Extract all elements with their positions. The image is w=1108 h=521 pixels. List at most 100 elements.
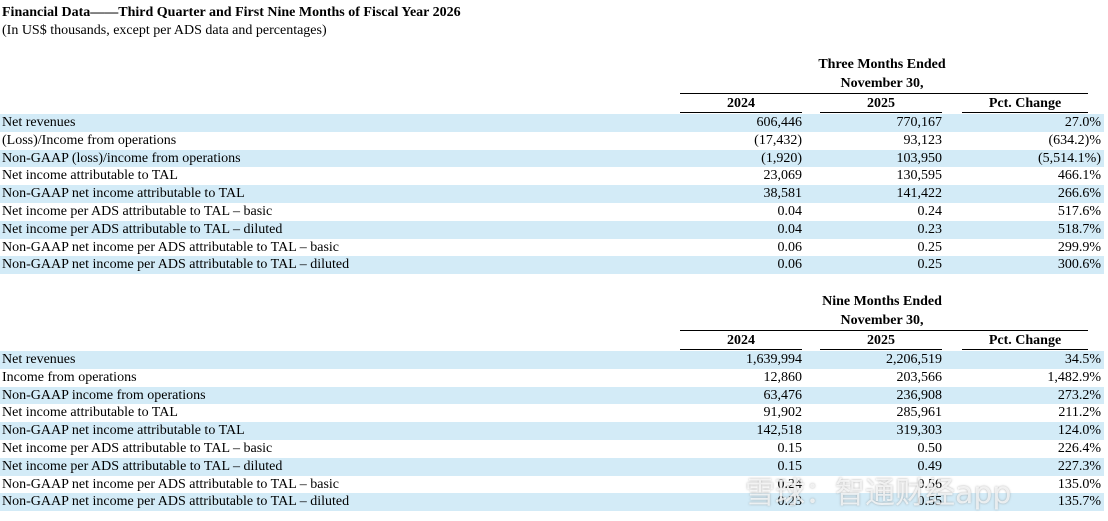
cell-value: 226.4% xyxy=(1057,441,1101,456)
column-rule xyxy=(820,112,942,113)
cell-value: 1,639,994 xyxy=(746,352,802,367)
cell-value: 0.04 xyxy=(777,221,803,237)
cell-value: 1,482.9% xyxy=(1047,369,1101,385)
cell-value: 93,123 xyxy=(903,132,943,148)
column-rule xyxy=(680,349,802,350)
table-row xyxy=(0,256,1104,275)
row-label: Non-GAAP net income per ADS attributable… xyxy=(2,494,350,510)
row-label: Non-GAAP income from operations xyxy=(2,387,206,403)
cell-value: 606,446 xyxy=(756,115,803,130)
cell-value: 135.0% xyxy=(1057,476,1101,492)
column-rule xyxy=(820,349,942,350)
table-row xyxy=(0,422,1104,440)
column-header: 2025 xyxy=(867,333,895,348)
period-heading: Nine Months Ended xyxy=(822,294,942,309)
cell-value: 266.6% xyxy=(1057,186,1101,202)
cell-value: 2,206,519 xyxy=(886,352,942,367)
cell-value: 38,581 xyxy=(763,186,803,202)
row-label: (Loss)/Income from operations xyxy=(2,132,177,148)
column-header: Pct. Change xyxy=(988,333,1062,348)
cell-value: 135.7% xyxy=(1057,494,1101,510)
cell-value: 141,422 xyxy=(896,186,943,202)
cell-value: 236,908 xyxy=(896,387,943,403)
cell-value: 466.1% xyxy=(1057,168,1101,184)
row-label: Net revenues xyxy=(2,352,76,367)
table-row xyxy=(0,149,1104,168)
row-label: Net income per ADS attributable to TAL –… xyxy=(2,204,273,219)
row-label: Net revenues xyxy=(2,115,76,130)
cell-value: 273.2% xyxy=(1057,387,1101,403)
date-heading: November 30, xyxy=(840,76,924,91)
cell-value: 63,476 xyxy=(763,387,803,403)
cell-value: 130,595 xyxy=(896,168,943,184)
cell-value: 517.6% xyxy=(1057,204,1101,219)
cell-value: 142,518 xyxy=(756,423,803,439)
column-header: 2024 xyxy=(727,96,755,111)
cell-value: 0.25 xyxy=(917,239,943,255)
heading-rule xyxy=(680,93,1088,94)
cell-value: 0.15 xyxy=(777,441,803,456)
cell-value: (5,514.1%) xyxy=(1038,150,1101,166)
cell-value: 211.2% xyxy=(1058,405,1101,421)
cell-value: 299.9% xyxy=(1057,239,1101,255)
table-row xyxy=(0,185,1104,203)
column-rule xyxy=(962,112,1088,113)
column-header: 2025 xyxy=(867,96,895,111)
row-label: Net income attributable to TAL xyxy=(2,405,178,421)
cell-value: 0.15 xyxy=(777,458,803,474)
title: Financial Data——Third Quarter and First … xyxy=(2,5,461,20)
cell-value: 0.25 xyxy=(917,257,943,273)
cell-value: 0.24 xyxy=(917,204,943,219)
cell-value: (1,920) xyxy=(761,150,802,166)
row-label: Net income per ADS attributable to TAL –… xyxy=(2,441,273,456)
cell-value: 770,167 xyxy=(896,115,943,130)
row-label: Net income attributable to TAL xyxy=(2,168,178,184)
cell-value: 0.06 xyxy=(777,239,803,255)
cell-value: 300.6% xyxy=(1057,257,1101,273)
row-label: Non-GAAP net income attributable to TAL xyxy=(2,186,245,202)
table-row xyxy=(0,493,1104,512)
cell-value: 0.24 xyxy=(777,476,803,492)
row-label: Non-GAAP (loss)/income from operations xyxy=(2,150,241,166)
table-row xyxy=(0,351,1104,369)
cell-value: 12,860 xyxy=(763,369,803,385)
row-label: Non-GAAP net income per ADS attributable… xyxy=(2,239,340,255)
cell-value: 0.55 xyxy=(917,494,943,510)
cell-value: (634.2)% xyxy=(1048,132,1102,148)
table-row xyxy=(0,114,1104,132)
cell-value: 0.50 xyxy=(917,441,943,456)
row-label: Net income per ADS attributable to TAL –… xyxy=(2,221,283,237)
cell-value: 34.5% xyxy=(1064,352,1101,367)
cell-value: 0.56 xyxy=(917,476,943,492)
cell-value: 319,303 xyxy=(896,423,943,439)
date-heading: November 30, xyxy=(840,313,924,328)
cell-value: 0.06 xyxy=(777,257,803,273)
cell-value: 0.04 xyxy=(777,204,803,219)
watermark: 雪球：智通财经app xyxy=(745,476,1012,511)
row-label: Net income per ADS attributable to TAL –… xyxy=(2,458,283,474)
heading-rule xyxy=(680,330,1088,331)
table-row xyxy=(0,220,1104,239)
table-row xyxy=(0,457,1104,476)
cell-value: (17,432) xyxy=(754,132,802,148)
cell-value: 103,950 xyxy=(896,150,943,166)
cell-value: 27.0% xyxy=(1064,115,1101,130)
row-label: Non-GAAP net income per ADS attributable… xyxy=(2,257,350,273)
row-label: Non-GAAP net income per ADS attributable… xyxy=(2,476,340,492)
subtitle: (In US$ thousands, except per ADS data a… xyxy=(2,23,327,38)
column-rule xyxy=(680,112,802,113)
table-row xyxy=(0,386,1104,405)
cell-value: 91,902 xyxy=(763,405,803,421)
cell-value: 0.49 xyxy=(917,458,943,474)
cell-value: 124.0% xyxy=(1057,423,1101,439)
column-header: Pct. Change xyxy=(988,96,1062,111)
cell-value: 23,069 xyxy=(763,168,803,184)
row-label: Non-GAAP net income attributable to TAL xyxy=(2,423,245,439)
row-label: Income from operations xyxy=(2,369,137,385)
period-heading: Three Months Ended xyxy=(818,57,946,72)
cell-value: 203,566 xyxy=(896,369,943,385)
cell-value: 0.23 xyxy=(917,221,943,237)
cell-value: 518.7% xyxy=(1057,221,1101,237)
column-header: 2024 xyxy=(727,333,755,348)
